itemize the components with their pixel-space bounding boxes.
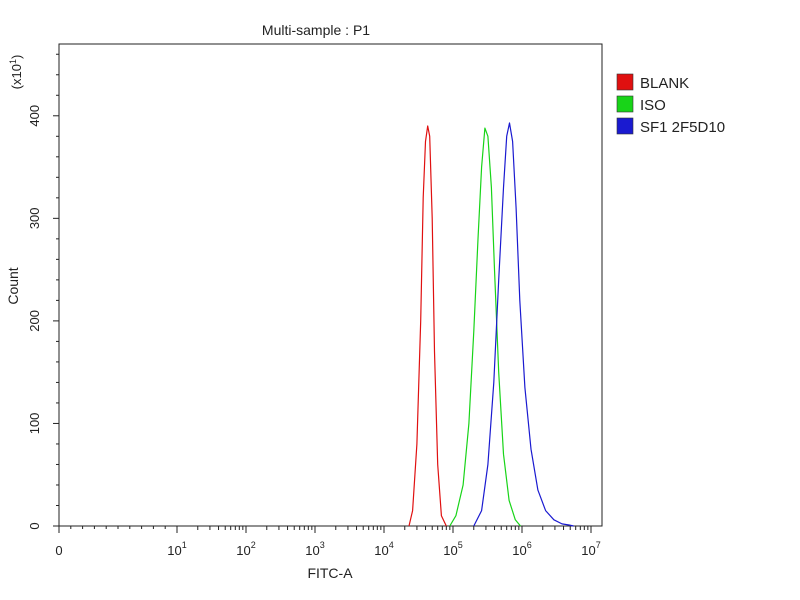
- x-axis-tick-labels: 0 101 102 103 104 105 106 107: [55, 540, 600, 558]
- plot-frame: [58, 43, 603, 527]
- y-multiplier-close: ): [9, 55, 24, 59]
- y-multiplier-label: (x101): [8, 55, 24, 90]
- y-tick-label: 400: [27, 105, 42, 127]
- x-tick-label: 103: [305, 540, 324, 558]
- y-multiplier-base: (x10: [9, 64, 24, 89]
- y-axis-ticks: [53, 53, 59, 527]
- y-tick-label: 300: [27, 207, 42, 229]
- chart-title: Multi-sample : P1: [262, 22, 370, 38]
- legend-swatch: [616, 73, 634, 91]
- x-tick-label: 106: [512, 540, 531, 558]
- series-group: [408, 122, 574, 527]
- x-axis-label: FITC-A: [307, 565, 353, 581]
- legend-swatch: [616, 95, 634, 113]
- legend-label: BLANK: [640, 75, 689, 92]
- y-axis-label: Count: [5, 267, 21, 304]
- series-line-1: [449, 127, 521, 527]
- y-tick-label: 100: [27, 413, 42, 435]
- series-line-0: [408, 125, 447, 527]
- y-axis-tick-labels: 0 100 200 300 400: [27, 105, 42, 530]
- legend: BLANK ISO SF1 2F5D10: [616, 73, 725, 136]
- legend-label: ISO: [640, 97, 666, 114]
- x-axis-ticks: [58, 526, 592, 533]
- legend-swatch: [616, 117, 634, 135]
- x-tick-label: 102: [236, 540, 255, 558]
- x-tick-label: 101: [167, 540, 186, 558]
- x-tick-label: 0: [55, 543, 62, 558]
- x-tick-label: 105: [443, 540, 462, 558]
- x-tick-label: 104: [374, 540, 393, 558]
- series-line-2: [473, 122, 574, 527]
- x-tick-label: 107: [581, 540, 600, 558]
- y-multiplier-exponent: 1: [8, 59, 18, 64]
- y-tick-label: 200: [27, 310, 42, 332]
- legend-label: SF1 2F5D10: [640, 119, 725, 136]
- y-tick-label: 0: [27, 522, 42, 529]
